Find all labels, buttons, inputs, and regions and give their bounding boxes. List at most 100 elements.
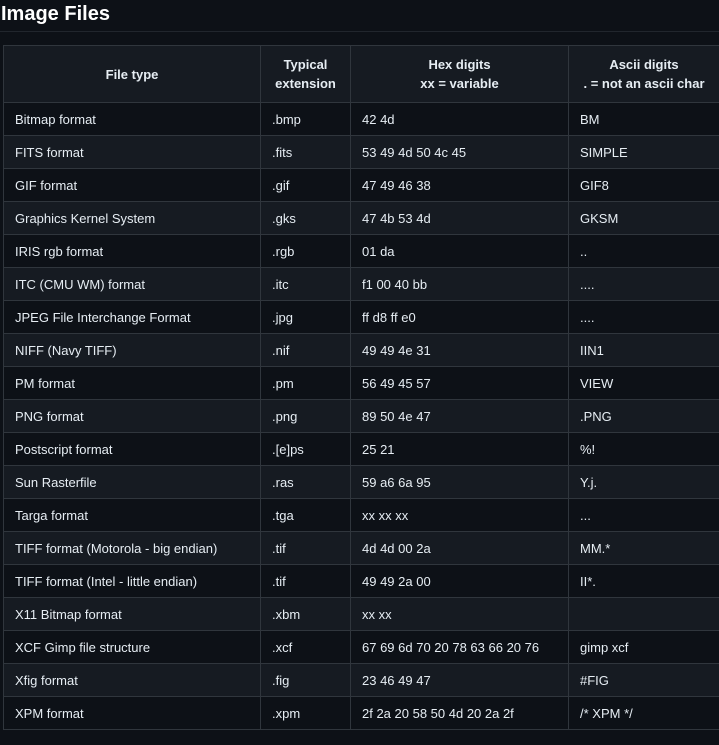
cell-extension: .fig (260, 663, 351, 697)
table-row: TIFF format (Intel - little endian) .tif 4… (3, 564, 719, 598)
cell-extension: .nif (260, 333, 351, 367)
cell-extension: .tif (260, 564, 351, 598)
column-header-hex-digits: Hex digits xx = variable (350, 45, 569, 103)
cell-file-type: TIFF format (Intel - little endian) (3, 564, 261, 598)
column-header-file-type: File type (3, 45, 261, 103)
table-row: Bitmap format .bmp 42 4d BM (3, 102, 719, 136)
cell-file-type: TIFF format (Motorola - big endian) (3, 531, 261, 565)
cell-extension: .bmp (260, 102, 351, 136)
cell-ascii-digits: MM.* (568, 531, 719, 565)
table-row: Targa format .tga xx xx xx... (3, 498, 719, 532)
table-header-row: File type Typical extension Hex digits x… (3, 45, 719, 103)
cell-ascii-digits: II*. (568, 564, 719, 598)
table-row: JPEG File Interchange Format .jpg ff d8 ff… (3, 300, 719, 334)
cell-ascii-digits: .... (568, 300, 719, 334)
table-row: XCF Gimp file structure .xcf 67 69 6d 70 2… (3, 630, 719, 664)
cell-ascii-digits: ... (568, 498, 719, 532)
cell-file-type: GIF format (3, 168, 261, 202)
cell-ascii-digits: Y.j. (568, 465, 719, 499)
cell-file-type: Bitmap format (3, 102, 261, 136)
table-row: X11 Bitmap format .xbm xx xx (3, 597, 719, 631)
cell-hex-digits: f1 00 40 bb (350, 267, 569, 301)
column-header-extension: Typical extension (260, 45, 351, 103)
cell-ascii-digits: BM (568, 102, 719, 136)
header-label: Typical (283, 57, 328, 72)
cell-extension: .rgb (260, 234, 351, 268)
cell-extension: .itc (260, 267, 351, 301)
cell-ascii-digits: VIEW (568, 366, 719, 400)
table-row: ITC (CMU WM) format .itc f1 00 40 bb.... (3, 267, 719, 301)
cell-file-type: X11 Bitmap format (3, 597, 261, 631)
cell-hex-digits: xx xx (350, 597, 569, 631)
cell-extension: .pm (260, 366, 351, 400)
cell-ascii-digits: #FIG (568, 663, 719, 697)
cell-ascii-digits: .PNG (568, 399, 719, 433)
cell-file-type: Sun Rasterfile (3, 465, 261, 499)
table-row: Xfig format .fig 23 46 49 47 #FIG (3, 663, 719, 697)
header-sublabel: xx = variable (420, 76, 499, 91)
cell-ascii-digits: GKSM (568, 201, 719, 235)
cell-hex-digits: ff d8 ff e0 (350, 300, 569, 334)
cell-ascii-digits: .... (568, 267, 719, 301)
table-row: Postscript format .[e]ps 25 21%! (3, 432, 719, 466)
cell-file-type: Graphics Kernel System (3, 201, 261, 235)
cell-ascii-digits (568, 597, 719, 631)
title-divider (0, 31, 719, 32)
cell-extension: .ras (260, 465, 351, 499)
cell-hex-digits: 53 49 4d 50 4c 45 (350, 135, 569, 169)
table-row: IRIS rgb format .rgb 01 da.. (3, 234, 719, 268)
table-row: Graphics Kernel System .gks 47 4b 53 4d GKS… (3, 201, 719, 235)
table-row: XPM format .xpm 2f 2a 20 58 50 4d 20 2a 2f… (3, 696, 719, 730)
cell-ascii-digits: .. (568, 234, 719, 268)
cell-extension: .tga (260, 498, 351, 532)
cell-extension: .gks (260, 201, 351, 235)
cell-hex-digits: 25 21 (350, 432, 569, 466)
table-body: Bitmap format .bmp 42 4d BM FITS format .fits… (3, 102, 719, 730)
cell-hex-digits: 23 46 49 47 (350, 663, 569, 697)
cell-file-type: IRIS rgb format (3, 234, 261, 268)
cell-extension: .jpg (260, 300, 351, 334)
cell-file-type: XCF Gimp file structure (3, 630, 261, 664)
cell-hex-digits: 47 4b 53 4d (350, 201, 569, 235)
cell-extension: .xcf (260, 630, 351, 664)
header-label: File type (105, 66, 159, 82)
cell-extension: .xbm (260, 597, 351, 631)
cell-file-type: NIFF (Navy TIFF) (3, 333, 261, 367)
cell-ascii-digits: SIMPLE (568, 135, 719, 169)
header-label: Hex digits (428, 57, 491, 72)
cell-extension: .[e]ps (260, 432, 351, 466)
image-files-table: File type Typical extension Hex digits x… (3, 45, 719, 730)
cell-hex-digits: 49 49 2a 00 (350, 564, 569, 598)
cell-hex-digits: 4d 4d 00 2a (350, 531, 569, 565)
cell-hex-digits: 59 a6 6a 95 (350, 465, 569, 499)
table-row: GIF format .gif 47 49 46 38 GIF8 (3, 168, 719, 202)
cell-file-type: PM format (3, 366, 261, 400)
page-title: Image Files (1, 3, 110, 25)
cell-extension: .xpm (260, 696, 351, 730)
cell-hex-digits: 01 da (350, 234, 569, 268)
cell-ascii-digits: IIN1 (568, 333, 719, 367)
cell-extension: .tif (260, 531, 351, 565)
cell-hex-digits: 2f 2a 20 58 50 4d 20 2a 2f (350, 696, 569, 730)
cell-extension: .gif (260, 168, 351, 202)
cell-hex-digits: 89 50 4e 47 (350, 399, 569, 433)
cell-ascii-digits: %! (568, 432, 719, 466)
header-sublabel: . = not an ascii char (583, 76, 705, 91)
cell-hex-digits: 67 69 6d 70 20 78 63 66 20 76 (350, 630, 569, 664)
cell-extension: .fits (260, 135, 351, 169)
table-row: FITS format .fits 53 49 4d 50 4c 45 SIMPLE (3, 135, 719, 169)
cell-hex-digits: 42 4d (350, 102, 569, 136)
cell-extension: .png (260, 399, 351, 433)
column-header-ascii-digits: Ascii digits . = not an ascii char (568, 45, 719, 103)
cell-ascii-digits: GIF8 (568, 168, 719, 202)
cell-hex-digits: 47 49 46 38 (350, 168, 569, 202)
cell-file-type: Xfig format (3, 663, 261, 697)
header-sublabel: extension (275, 76, 336, 91)
cell-file-type: Postscript format (3, 432, 261, 466)
cell-hex-digits: 56 49 45 57 (350, 366, 569, 400)
cell-file-type: ITC (CMU WM) format (3, 267, 261, 301)
cell-hex-digits: 49 49 4e 31 (350, 333, 569, 367)
table-row: TIFF format (Motorola - big endian) .tif 4… (3, 531, 719, 565)
cell-file-type: JPEG File Interchange Format (3, 300, 261, 334)
cell-ascii-digits: gimp xcf (568, 630, 719, 664)
